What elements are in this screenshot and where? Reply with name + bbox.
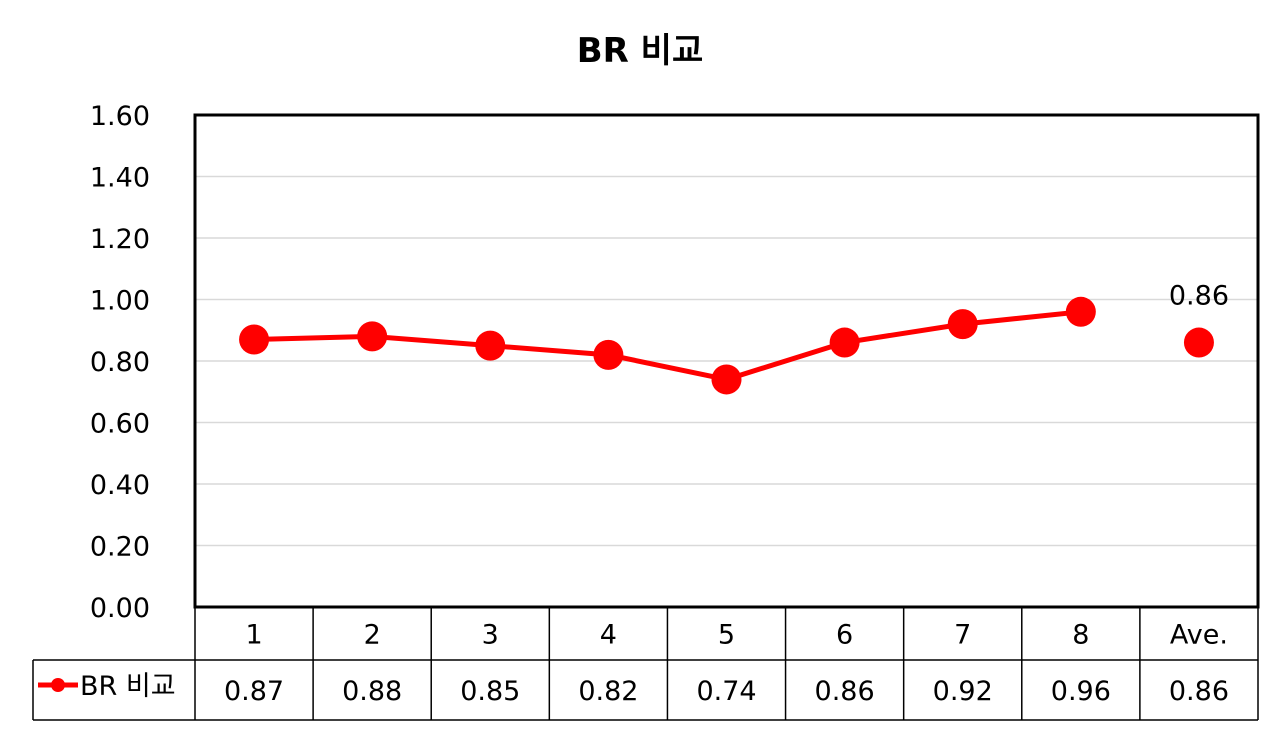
table-value-cell: 0.85 xyxy=(460,676,520,707)
y-tick-label: 0.80 xyxy=(90,347,150,378)
y-tick-label: 1.20 xyxy=(90,224,150,255)
chart-title: BR 비교 xyxy=(577,31,704,71)
table-value-cell: 0.96 xyxy=(1051,676,1111,707)
legend-marker-swatch xyxy=(51,678,65,692)
y-tick-label: 1.60 xyxy=(90,101,150,132)
y-tick-label: 0.00 xyxy=(90,593,150,624)
series-line xyxy=(253,309,1082,382)
legend-label: BR 비교 xyxy=(80,671,176,702)
x-category-label: 2 xyxy=(364,620,381,651)
x-category-label: 1 xyxy=(245,620,262,651)
x-category-label: 5 xyxy=(718,620,735,651)
data-label-average: 0.86 xyxy=(1169,281,1229,312)
data-point xyxy=(475,330,506,361)
data-point xyxy=(357,321,388,352)
table-value-cell: 0.86 xyxy=(1169,676,1229,707)
data-point xyxy=(711,364,742,395)
y-axis: 0.00 0.20 0.40 0.60 0.80 1.00 1.20 1.40 1.60 xyxy=(90,101,150,624)
table-value-cell: 0.74 xyxy=(696,676,756,707)
data-point xyxy=(593,339,624,370)
x-category-label: 4 xyxy=(600,620,617,651)
data-point xyxy=(947,309,978,340)
data-table: 1 0.87 2 0.88 3 0.85 4 0.82 5 0.74 6 0.86 7 0.92 8 0.96… xyxy=(32,607,1259,721)
table-value-cell: 0.86 xyxy=(815,676,875,707)
x-category-label: 6 xyxy=(836,620,853,651)
y-tick-label: 1.00 xyxy=(90,286,150,317)
data-point xyxy=(1065,296,1096,327)
table-value-cell: 0.87 xyxy=(224,676,284,707)
data-point xyxy=(829,327,860,358)
plot-area-frame xyxy=(193,113,1260,609)
table-value-cell: 0.82 xyxy=(578,676,638,707)
table-value-cell: 0.88 xyxy=(342,676,402,707)
x-category-label: 8 xyxy=(1072,620,1089,651)
series-br-comparison: 0.86 xyxy=(239,281,1229,395)
y-tick-label: 1.40 xyxy=(90,163,150,194)
y-tick-label: 0.20 xyxy=(90,532,150,563)
y-tick-label: 0.60 xyxy=(90,409,150,440)
data-point xyxy=(1183,327,1214,358)
x-category-label: 3 xyxy=(482,620,499,651)
y-tick-label: 0.40 xyxy=(90,470,150,501)
table-value-cell: 0.92 xyxy=(933,676,993,707)
x-category-label: 7 xyxy=(954,620,971,651)
gridlines xyxy=(195,175,1258,547)
data-point xyxy=(239,324,270,355)
x-category-label: Ave. xyxy=(1170,620,1228,651)
